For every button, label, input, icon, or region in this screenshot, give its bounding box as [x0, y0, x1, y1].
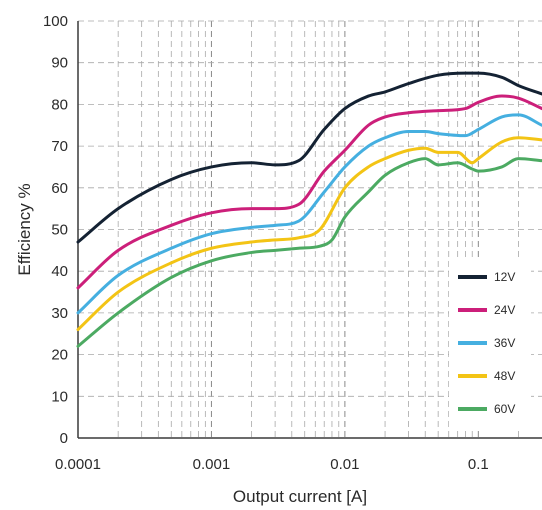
series-line-60v	[76, 157, 542, 348]
y-tick-label: 0	[60, 430, 68, 447]
y-tick-label: 40	[51, 263, 68, 280]
y-tick-label: 30	[51, 305, 68, 322]
legend-label-24v: 24V	[494, 303, 515, 317]
y-tick-label: 10	[51, 388, 68, 405]
x-tick-label: 0.1	[468, 456, 489, 473]
x-tick-label: 0.001	[193, 456, 231, 473]
y-tick-label: 50	[51, 222, 68, 239]
legend-label-12v: 12V	[494, 270, 515, 284]
series-line-12v	[76, 71, 542, 244]
series-lines	[76, 71, 542, 348]
series-line-24v	[76, 94, 542, 290]
x-tick-label: 0.0001	[55, 456, 101, 473]
y-tick-label: 70	[51, 138, 68, 155]
y-tick-label: 20	[51, 347, 68, 364]
series-line-36v	[76, 113, 542, 315]
legend-label-60v: 60V	[494, 402, 515, 416]
tick-labels: 0.0001 0.001 0.01 0.1 0 10 20 30 40 50 60 70 80 90 100	[43, 13, 489, 473]
legend: 12V 24V 36V 48V 60V	[449, 261, 531, 431]
series-line-48v	[76, 136, 542, 332]
x-tick-label: 0.01	[330, 456, 359, 473]
y-tick-label: 80	[51, 96, 68, 113]
plot-frame	[77, 21, 542, 439]
y-tick-label: 100	[43, 13, 68, 30]
y-tick-label: 90	[51, 55, 68, 72]
x-axis-title: Output current [A]	[233, 487, 367, 506]
grid	[78, 20, 542, 438]
legend-label-48v: 48V	[494, 369, 515, 383]
legend-label-36v: 36V	[494, 336, 515, 350]
y-tick-label: 60	[51, 180, 68, 197]
legend-box	[449, 261, 531, 431]
y-axis-title: Efficiency %	[15, 183, 34, 275]
